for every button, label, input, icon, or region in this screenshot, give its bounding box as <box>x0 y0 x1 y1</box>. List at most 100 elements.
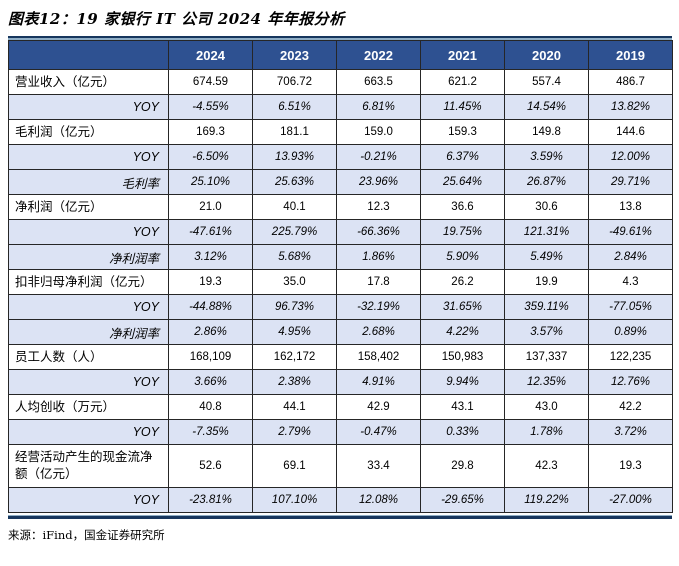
row-label: 营业收入（亿元） <box>8 69 169 95</box>
table-row: 净利润率 2.86% 4.95% 2.68% 4.22% 3.57% 0.89% <box>8 319 673 345</box>
value-cell: 162,172 <box>252 344 337 370</box>
value-cell: 35.0 <box>252 269 337 295</box>
value-cell: 40.8 <box>168 394 253 420</box>
value-cell: 181.1 <box>252 119 337 145</box>
value-cell: 6.81% <box>336 94 421 120</box>
table-row: 人均创收（万元） 40.8 44.1 42.9 43.1 43.0 42.2 <box>8 394 673 420</box>
value-cell: 0.89% <box>588 319 673 345</box>
value-cell: -27.00% <box>588 487 673 513</box>
value-cell: 107.10% <box>252 487 337 513</box>
table-body: 营业收入（亿元） 674.59 706.72 663.5 621.2 557.4 486.7… <box>8 69 673 513</box>
table-row: YOY 3.66% 2.38% 4.91% 9.94% 12.35% 12.76% <box>8 369 673 395</box>
value-cell: 122,235 <box>588 344 673 370</box>
value-cell: 621.2 <box>420 69 505 95</box>
value-cell: 2.79% <box>252 419 337 445</box>
bottom-rule-dark-line <box>8 516 672 519</box>
column-header-2020: 2020 <box>504 40 589 70</box>
value-cell: -49.61% <box>588 219 673 245</box>
value-cell: 3.59% <box>504 144 589 170</box>
value-cell: 12.00% <box>588 144 673 170</box>
column-header-2019: 2019 <box>588 40 673 70</box>
value-cell: -32.19% <box>336 294 421 320</box>
value-cell: 2.38% <box>252 369 337 395</box>
value-cell: 9.94% <box>420 369 505 395</box>
value-cell: 13.8 <box>588 194 673 220</box>
value-cell: 13.82% <box>588 94 673 120</box>
value-cell: 29.8 <box>420 444 505 488</box>
column-header-2023: 2023 <box>252 40 337 70</box>
value-cell: 150,983 <box>420 344 505 370</box>
table-row: 员工人数（人） 168,109 162,172 158,402 150,983 137,3… <box>8 344 673 370</box>
value-cell: -77.05% <box>588 294 673 320</box>
value-cell: 23.96% <box>336 169 421 195</box>
value-cell: 13.93% <box>252 144 337 170</box>
top-rule-dark-line <box>8 36 672 38</box>
value-cell: -7.35% <box>168 419 253 445</box>
value-cell: 169.3 <box>168 119 253 145</box>
value-cell: 36.6 <box>420 194 505 220</box>
value-cell: 3.57% <box>504 319 589 345</box>
row-label: YOY <box>8 144 169 170</box>
value-cell: 0.33% <box>420 419 505 445</box>
value-cell: 149.8 <box>504 119 589 145</box>
value-cell: 2.68% <box>336 319 421 345</box>
value-cell: 21.0 <box>168 194 253 220</box>
value-cell: 19.3 <box>168 269 253 295</box>
value-cell: 225.79% <box>252 219 337 245</box>
value-cell: -66.36% <box>336 219 421 245</box>
value-cell: 4.3 <box>588 269 673 295</box>
row-label: 净利润率 <box>8 319 169 345</box>
value-cell: 359.11% <box>504 294 589 320</box>
value-cell: 14.54% <box>504 94 589 120</box>
value-cell: 96.73% <box>252 294 337 320</box>
value-cell: 706.72 <box>252 69 337 95</box>
value-cell: 5.68% <box>252 244 337 270</box>
row-label: YOY <box>8 419 169 445</box>
report-figure: 图表12：19 家银行 IT 公司 2024 年年报分析 2024 2023 2… <box>8 10 673 542</box>
value-cell: 6.51% <box>252 94 337 120</box>
value-cell: 4.95% <box>252 319 337 345</box>
value-cell: -29.65% <box>420 487 505 513</box>
top-rule-light-line <box>8 38 672 40</box>
table-row: YOY -23.81% 107.10% 12.08% -29.65% 119.22% -27… <box>8 487 673 513</box>
value-cell: 486.7 <box>588 69 673 95</box>
table-row: 毛利润（亿元） 169.3 181.1 159.0 159.3 149.8 144.6 <box>8 119 673 145</box>
source-note: 来源：iFind，国金证券研究所 <box>8 528 165 542</box>
value-cell: 5.49% <box>504 244 589 270</box>
value-cell: -0.47% <box>336 419 421 445</box>
value-cell: -4.55% <box>168 94 253 120</box>
value-cell: 3.72% <box>588 419 673 445</box>
value-cell: 11.45% <box>420 94 505 120</box>
value-cell: 159.3 <box>420 119 505 145</box>
table-bottom-rule <box>8 515 672 519</box>
value-cell: 52.6 <box>168 444 253 488</box>
value-cell: 69.1 <box>252 444 337 488</box>
table-row: 扣非归母净利润（亿元） 19.3 35.0 17.8 26.2 19.9 4.3 <box>8 269 673 295</box>
value-cell: 663.5 <box>336 69 421 95</box>
table-row: YOY -4.55% 6.51% 6.81% 11.45% 14.54% 13.82% <box>8 94 673 120</box>
value-cell: 29.71% <box>588 169 673 195</box>
row-label: YOY <box>8 94 169 120</box>
value-cell: -0.21% <box>336 144 421 170</box>
value-cell: 25.10% <box>168 169 253 195</box>
table-row: 净利润（亿元） 21.0 40.1 12.3 36.6 30.6 13.8 <box>8 194 673 220</box>
table-row: 净利润率 3.12% 5.68% 1.86% 5.90% 5.49% 2.84% <box>8 244 673 270</box>
value-cell: 33.4 <box>336 444 421 488</box>
table-header-row: 2024 2023 2022 2021 2020 2019 <box>8 40 673 70</box>
value-cell: 44.1 <box>252 394 337 420</box>
value-cell: 43.1 <box>420 394 505 420</box>
value-cell: 5.90% <box>420 244 505 270</box>
value-cell: 12.76% <box>588 369 673 395</box>
row-label: 员工人数（人） <box>8 344 169 370</box>
value-cell: 137,337 <box>504 344 589 370</box>
value-cell: -47.61% <box>168 219 253 245</box>
row-label: 人均创收（万元） <box>8 394 169 420</box>
table-row: YOY -7.35% 2.79% -0.47% 0.33% 1.78% 3.72% <box>8 419 673 445</box>
value-cell: -6.50% <box>168 144 253 170</box>
value-cell: 144.6 <box>588 119 673 145</box>
value-cell: 121.31% <box>504 219 589 245</box>
value-cell: 12.3 <box>336 194 421 220</box>
value-cell: 19.9 <box>504 269 589 295</box>
value-cell: 30.6 <box>504 194 589 220</box>
value-cell: 4.22% <box>420 319 505 345</box>
